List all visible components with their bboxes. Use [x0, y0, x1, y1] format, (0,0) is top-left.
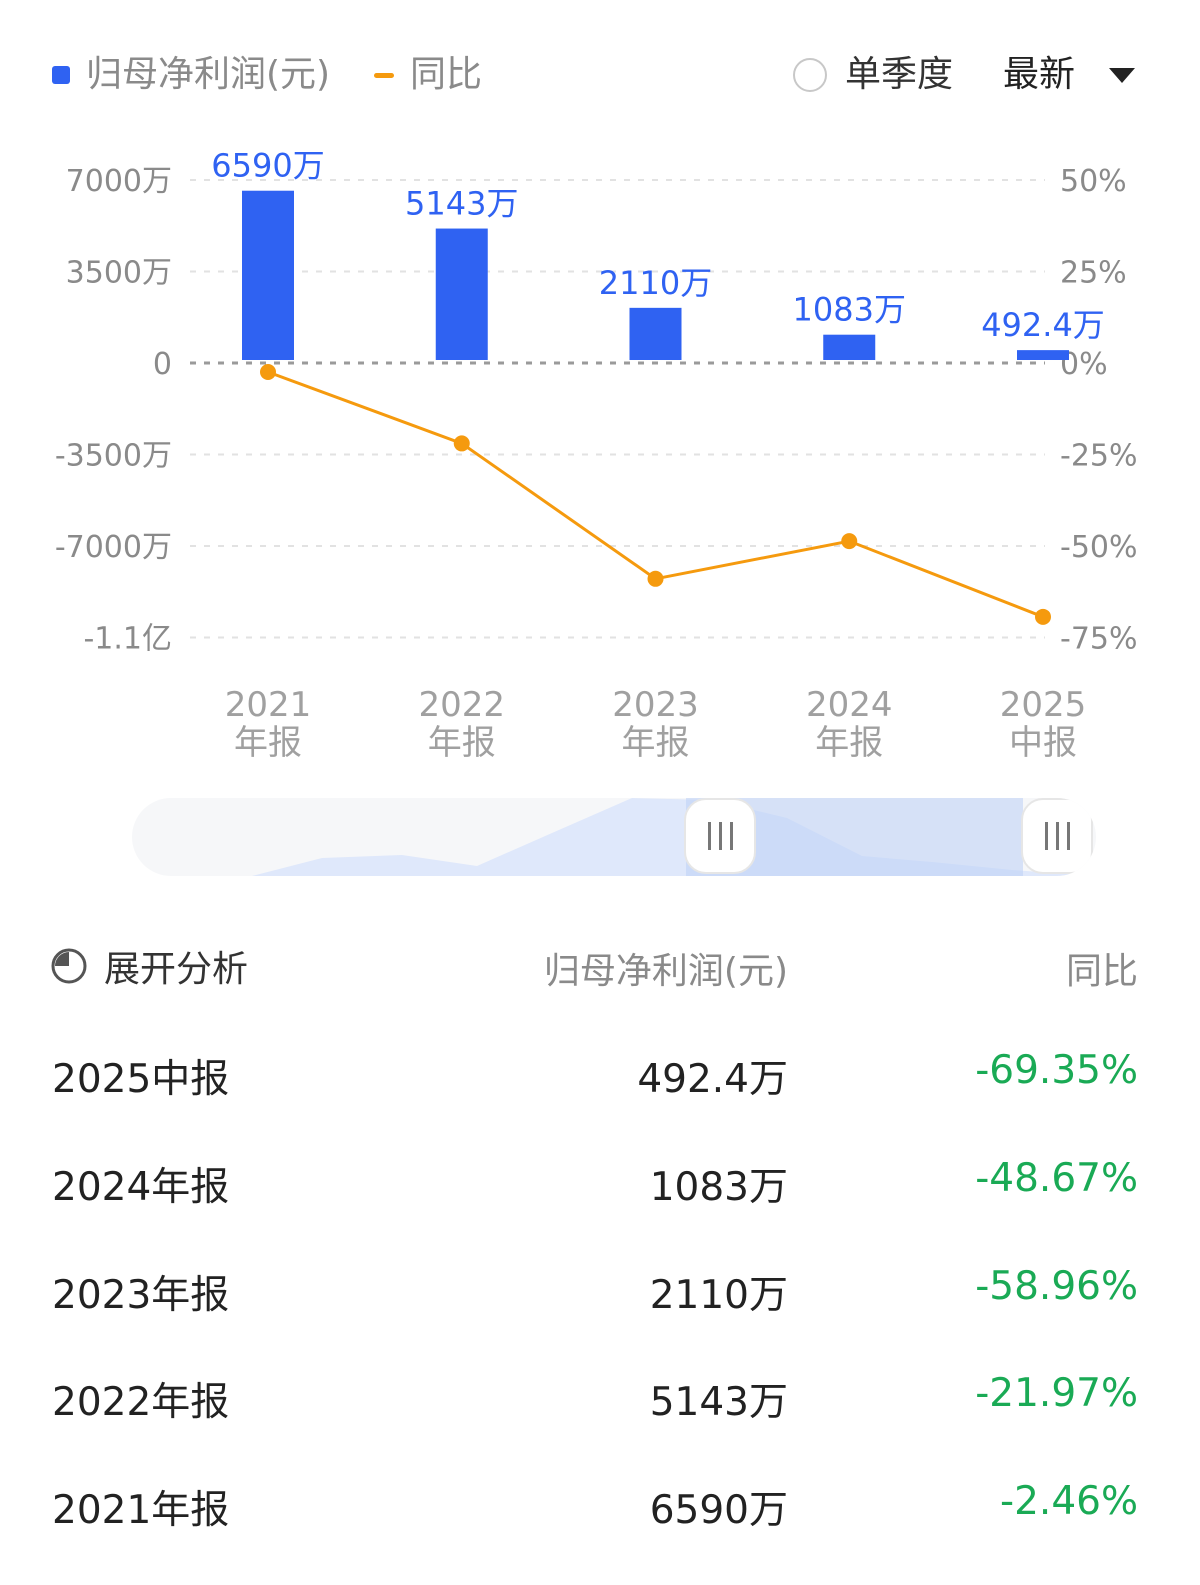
slider-right-handle[interactable] — [1021, 798, 1093, 874]
left-axis-tick: -7000万 — [55, 530, 172, 565]
row-value: 6590万 — [649, 1488, 788, 1533]
caret-down-icon — [1109, 67, 1136, 83]
row-yoy: -21.97% — [975, 1371, 1138, 1416]
left-axis-tick: -3500万 — [55, 439, 172, 474]
category-period-label: 年报 — [622, 723, 690, 763]
right-axis-tick: -50% — [1060, 530, 1138, 565]
pie-chart-icon — [51, 948, 87, 984]
bar — [1017, 350, 1069, 360]
bar — [629, 307, 682, 360]
row-period: 2024年报 — [52, 1165, 230, 1210]
yoy-line-series — [260, 364, 1051, 625]
row-value: 2110万 — [649, 1273, 788, 1318]
expand-analysis-button[interactable]: 展开分析 — [50, 940, 248, 992]
row-value: 492.4万 — [637, 1057, 788, 1102]
right-axis-ticks: 50%25%0%-25%-50%-75% — [1060, 164, 1138, 657]
table-row[interactable]: 2021年报 6590万 -2.46% — [0, 1469, 1200, 1539]
range-slider[interactable] — [132, 798, 1096, 876]
grip-icon — [707, 822, 733, 850]
row-yoy: -58.96% — [975, 1264, 1138, 1309]
bar — [435, 228, 488, 360]
right-axis-tick: -25% — [1060, 439, 1138, 474]
latest-label: 最新 — [1003, 54, 1076, 95]
category-period-label: 年报 — [428, 723, 496, 763]
table-row[interactable]: 2024年报 1083万 -48.67% — [0, 1146, 1200, 1216]
legend-item-yoy[interactable]: 同比 — [374, 50, 482, 100]
column-header-yoy: 同比 — [1065, 951, 1138, 992]
slider-left-handle[interactable] — [684, 798, 756, 874]
legend-bar-swatch-icon — [52, 66, 70, 84]
row-value: 5143万 — [649, 1380, 788, 1425]
row-period: 2025中报 — [52, 1057, 230, 1102]
legend-label: 归母净利润(元) — [86, 54, 331, 95]
yoy-point — [647, 570, 664, 587]
legend-line-swatch-icon — [374, 72, 394, 78]
left-axis-tick: 7000万 — [66, 164, 172, 199]
bar-data-label: 2110万 — [599, 264, 712, 302]
slider-preview — [132, 798, 1096, 876]
yoy-point — [1035, 608, 1051, 625]
category-period-label: 中报 — [1009, 723, 1077, 763]
chart-grid — [190, 179, 1045, 639]
bar-series — [242, 190, 1069, 360]
bar-data-label: 1083万 — [793, 291, 906, 329]
single-quarter-label: 单季度 — [845, 54, 954, 95]
row-period: 2022年报 — [52, 1380, 230, 1425]
category-year-label: 2021 — [225, 685, 312, 725]
row-yoy: -2.46% — [1000, 1479, 1138, 1524]
bar-data-label: 5143万 — [405, 185, 518, 223]
yoy-point — [260, 364, 276, 381]
row-period: 2023年报 — [52, 1273, 230, 1318]
left-axis-tick: -1.1亿 — [83, 622, 172, 657]
legend-item-net-profit[interactable]: 归母净利润(元) — [52, 50, 330, 100]
left-axis-ticks: 7000万 3500万 0 -3500万 -7000万 -1.1亿 — [55, 164, 172, 657]
bar — [823, 334, 876, 360]
table-header: 展开分析 归母净利润(元) 同比 — [0, 930, 1200, 1000]
right-axis-tick: -75% — [1060, 622, 1138, 657]
chart-header: 归母净利润(元) 同比 单季度 最新 — [0, 0, 1200, 150]
legend-label: 同比 — [410, 54, 483, 95]
bar — [242, 190, 294, 360]
category-year-label: 2025 — [1000, 685, 1087, 725]
radio-circle-icon — [793, 58, 827, 92]
row-yoy: -48.67% — [975, 1156, 1138, 1201]
right-axis-tick: 25% — [1060, 256, 1127, 291]
category-year-label: 2023 — [612, 685, 699, 725]
expand-analysis-label: 展开分析 — [104, 949, 249, 990]
column-header-value: 归母净利润(元) — [543, 951, 788, 992]
right-axis-tick: 50% — [1060, 164, 1127, 199]
row-yoy: -69.35% — [975, 1048, 1138, 1093]
bar-data-label: 6590万 — [211, 147, 324, 185]
category-period-label: 年报 — [234, 723, 302, 763]
table-row[interactable]: 2023年报 2110万 -58.96% — [0, 1254, 1200, 1324]
category-year-label: 2022 — [418, 685, 505, 725]
bar-data-labels: 6590万 5143万 2110万 1083万 492.4万 — [211, 147, 1105, 344]
row-period: 2021年报 — [52, 1488, 230, 1533]
yoy-point — [453, 435, 470, 452]
table-row[interactable]: 2022年报 5143万 -21.97% — [0, 1361, 1200, 1431]
left-axis-tick: 0 — [153, 347, 172, 382]
grip-icon — [1044, 822, 1070, 850]
bar-data-label: 492.4万 — [981, 306, 1105, 344]
single-quarter-radio[interactable]: 单季度 — [793, 50, 953, 100]
left-axis-tick: 3500万 — [66, 256, 172, 291]
category-year-label: 2024 — [806, 685, 893, 725]
latest-dropdown[interactable]: 最新 — [1003, 50, 1136, 100]
yoy-point — [841, 533, 858, 550]
table-row[interactable]: 2025中报 492.4万 -69.35% — [0, 1038, 1200, 1108]
category-period-label: 年报 — [815, 723, 883, 763]
row-value: 1083万 — [649, 1165, 788, 1210]
